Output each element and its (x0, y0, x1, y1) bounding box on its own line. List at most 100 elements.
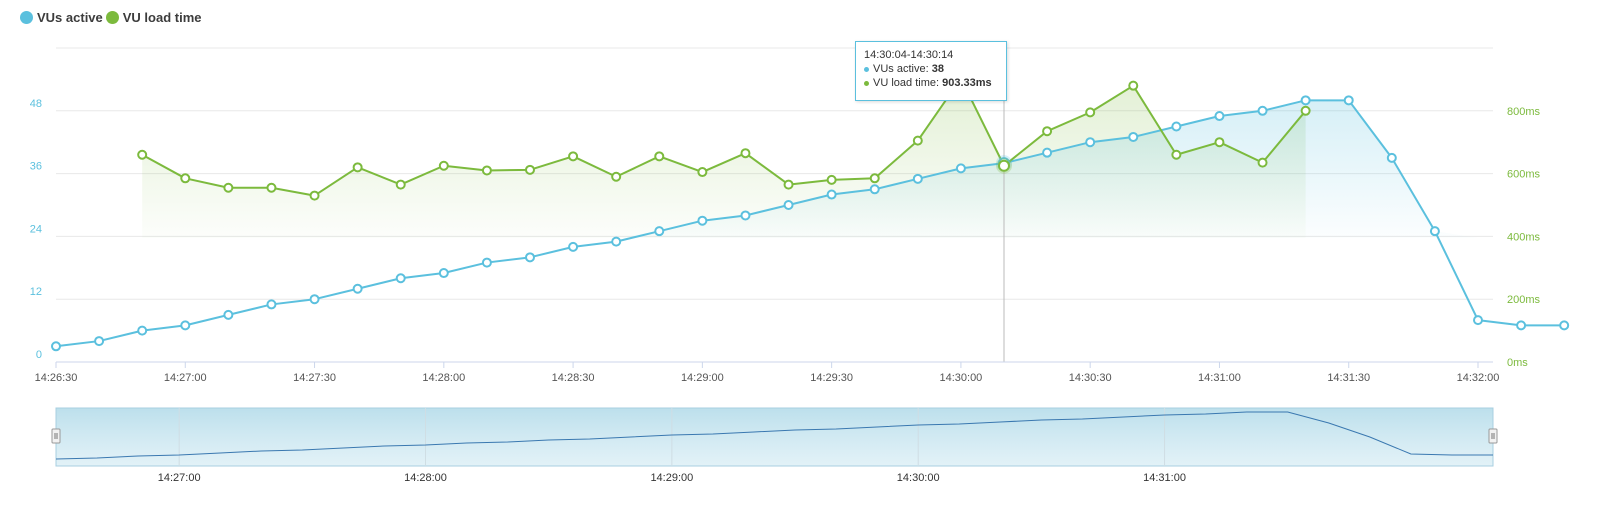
vu-load-time-point[interactable] (1300, 105, 1311, 116)
vus-active-point[interactable] (309, 294, 320, 305)
axes: 0 12 24 36 48 0ms 200ms 400ms 600ms 800ms 14:26:30… (30, 98, 1541, 384)
vus-active-point[interactable] (1429, 226, 1440, 237)
tooltip: 14:30:04-14:30:14 VUs active: 38 VU load… (855, 41, 1007, 101)
vu-load-time-point[interactable] (309, 190, 320, 201)
vus-active-point[interactable] (51, 341, 61, 352)
vu-load-time-point[interactable] (783, 179, 794, 190)
x-tick-label: 14:28:00 (422, 372, 465, 384)
vus-active-point[interactable] (1128, 131, 1139, 142)
handle-grip-icon (1488, 428, 1498, 444)
vus-active-point[interactable] (525, 252, 535, 263)
vus-active-point[interactable] (912, 173, 923, 184)
vus-active-point[interactable] (1473, 315, 1483, 326)
vu-load-time-point[interactable] (438, 160, 449, 171)
vus-active-point[interactable] (1300, 95, 1311, 106)
x-tick-label: 14:29:30 (810, 372, 853, 384)
vus-active-line (55, 99, 1565, 348)
vus-active-point[interactable] (481, 257, 492, 268)
navigator-tick-label: 14:31:00 (1143, 472, 1186, 484)
vus-active-point[interactable] (869, 184, 880, 195)
navigator-left-handle[interactable] (51, 428, 61, 444)
vu-load-time-point[interactable] (611, 171, 622, 182)
y-right-tick-label: 0ms (1507, 357, 1528, 369)
x-tick-label: 14:29:00 (681, 372, 724, 384)
y-left-tick-label: 36 (30, 161, 42, 173)
y-right-tick-label: 600ms (1507, 169, 1541, 181)
tooltip-range: 14:30:04-14:30:14 (864, 49, 954, 61)
vus-active-point[interactable] (94, 336, 105, 347)
y-left-tick-label: 24 (30, 223, 42, 235)
vus-active-point[interactable] (697, 215, 708, 226)
vus-active-point[interactable] (1343, 95, 1354, 106)
navigator-selection[interactable] (55, 407, 1494, 467)
navigator-tick-label: 14:30:00 (897, 472, 940, 484)
vu-load-time-point[interactable] (697, 167, 708, 178)
vus-active-point[interactable] (1516, 320, 1527, 331)
y-right-tick-label: 400ms (1507, 231, 1541, 243)
vus-active-point[interactable] (1386, 152, 1397, 163)
vus-active-point[interactable] (1171, 121, 1182, 132)
vu-load-time-point[interactable] (869, 173, 880, 184)
vus-active-point[interactable] (1257, 105, 1268, 116)
vus-active-point[interactable] (1042, 147, 1053, 158)
vus-active-point[interactable] (1559, 320, 1570, 331)
vus-active-point[interactable] (180, 320, 191, 331)
x-tick-label: 14:27:00 (164, 372, 207, 384)
vus-active-point[interactable] (1214, 111, 1225, 122)
x-tick-label: 14:30:00 (939, 372, 982, 384)
vu-load-time-point[interactable] (352, 162, 363, 173)
vus-active-point[interactable] (783, 200, 794, 210)
vus-active-point[interactable] (826, 189, 837, 200)
vu-load-time-point[interactable] (1257, 157, 1268, 168)
navigator-tick-label: 14:29:00 (650, 472, 693, 484)
vu-load-time-point[interactable] (1171, 149, 1182, 160)
vu-load-time-point[interactable] (525, 164, 535, 175)
vus-active-point[interactable] (137, 325, 148, 336)
vus-active-point[interactable] (1085, 137, 1096, 148)
legend-swatch-icon (105, 11, 119, 24)
vu-load-time-point[interactable] (180, 173, 191, 184)
vu-load-time-point[interactable] (1042, 126, 1053, 137)
vus-active-point[interactable] (568, 241, 579, 252)
legend-label: VUs active (37, 10, 103, 25)
vus-active-point[interactable] (223, 309, 234, 320)
vu-load-time-point[interactable] (395, 179, 406, 190)
y-left-tick-label: 48 (30, 98, 42, 110)
y-right-tick-label: 800ms (1507, 106, 1541, 118)
vus-active-point[interactable] (438, 268, 449, 279)
x-tick-label: 14:31:30 (1327, 372, 1370, 384)
vus-active-point[interactable] (740, 210, 751, 221)
tooltip-load-value: 903.33ms (942, 77, 992, 89)
vus-active-point[interactable] (955, 163, 966, 174)
vus-active-point[interactable] (266, 299, 277, 310)
vu-load-time-point[interactable] (654, 151, 665, 162)
navigator-tick-label: 14:27:00 (158, 472, 201, 484)
series-lines (55, 77, 1565, 348)
vu-load-time-point[interactable] (223, 182, 234, 193)
vu-load-time-point[interactable] (137, 149, 148, 160)
series-points[interactable] (51, 73, 1570, 352)
navigator[interactable]: 14:27:00 14:28:00 14:29:00 14:30:00 14:31:00 (51, 407, 1498, 484)
x-tick-label: 14:28:30 (552, 372, 595, 384)
navigator-right-handle[interactable] (1488, 428, 1498, 444)
vu-load-time-point[interactable] (912, 135, 923, 146)
handle-grip-icon (51, 428, 61, 444)
tooltip-row-vus: VUs active: 38 (864, 63, 998, 75)
vu-load-time-point[interactable] (1214, 137, 1225, 148)
x-tick-label: 14:26:30 (35, 372, 78, 384)
vu-load-time-point[interactable] (266, 182, 277, 193)
vu-load-time-point[interactable] (481, 165, 492, 176)
legend-item-vus-active[interactable]: VUs active (20, 10, 103, 25)
vu-load-time-point[interactable] (998, 159, 1010, 172)
vu-load-time-point[interactable] (1085, 107, 1096, 118)
legend-item-vu-load-time[interactable]: VU load time (105, 10, 202, 25)
vu-load-time-point[interactable] (826, 174, 837, 185)
vu-load-time-point[interactable] (740, 148, 751, 159)
vus-active-point[interactable] (352, 283, 363, 294)
vus-active-point[interactable] (611, 236, 622, 247)
vu-load-time-point[interactable] (568, 151, 579, 162)
vus-active-point[interactable] (654, 226, 665, 237)
vu-load-time-point[interactable] (1128, 80, 1139, 91)
vus-active-point[interactable] (395, 273, 406, 284)
